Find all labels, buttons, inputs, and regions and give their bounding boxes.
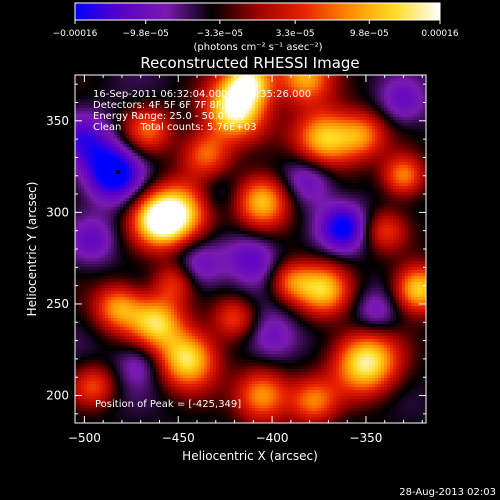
colorbar-tick-label: 0.00016 <box>421 29 458 39</box>
y-tick-label: 300 <box>46 205 69 219</box>
colorbar-tick-label: −3.3e−05 <box>197 29 243 39</box>
y-tick-label: 350 <box>46 114 69 128</box>
minimum-marker <box>116 170 121 175</box>
annotation-clean-counts: Clean Total counts: 5.76E+03 <box>93 122 257 133</box>
annotation-peak-position: Position of Peak = [-425,349] <box>95 399 241 410</box>
plot-marks <box>116 170 121 175</box>
annotation-time-range: 16-Sep-2011 06:32:04.000 to 06:35:26.000 <box>93 89 311 100</box>
annotation-block: 16-Sep-2011 06:32:04.000 to 06:35:26.000… <box>93 89 311 410</box>
colorbar-ticks: −0.00016 −9.8e−05 −3.3e−05 3.3e−05 9.8e−05 0.… <box>53 20 459 39</box>
annotation-energy-range: Energy Range: 25.0 - 50.0 keV <box>93 111 246 122</box>
chart-title: Reconstructed RHESSI Image <box>140 54 359 72</box>
x-axis: −500 −450 −400 −350 <box>68 75 423 445</box>
heatmap-image <box>75 75 426 423</box>
colorbar: −0.00016 −9.8e−05 −3.3e−05 3.3e−05 9.8e−05 0.… <box>53 2 459 53</box>
colorbar-ramp <box>74 2 441 21</box>
footer-timestamp: 28-Aug-2013 02:03 <box>399 487 496 498</box>
colorbar-tick-label: −0.00016 <box>53 29 98 39</box>
x-axis-label: Heliocentric X (arcsec) <box>182 449 318 463</box>
x-tick-label: −500 <box>68 431 101 445</box>
y-axis-label: Heliocentric Y (arcsec) <box>25 182 39 317</box>
colorbar-tick-label: 9.8e−05 <box>350 29 389 39</box>
y-tick-label: 200 <box>46 389 69 403</box>
annotation-detectors: Detectors: 4F 5F 6F 7F 8F, Att 0 <box>93 100 252 111</box>
colorbar-tick-label: −9.8e−05 <box>123 29 169 39</box>
y-tick-label: 250 <box>46 297 69 311</box>
colorbar-unit-label: (photons cm⁻² s⁻¹ asec⁻²) <box>193 42 322 53</box>
colorbar-tick-label: 3.3e−05 <box>276 29 315 39</box>
y-axis: 200 250 300 350 <box>46 83 426 415</box>
x-tick-label: −450 <box>162 431 195 445</box>
x-tick-label: −400 <box>256 431 289 445</box>
x-tick-label: −350 <box>349 431 382 445</box>
